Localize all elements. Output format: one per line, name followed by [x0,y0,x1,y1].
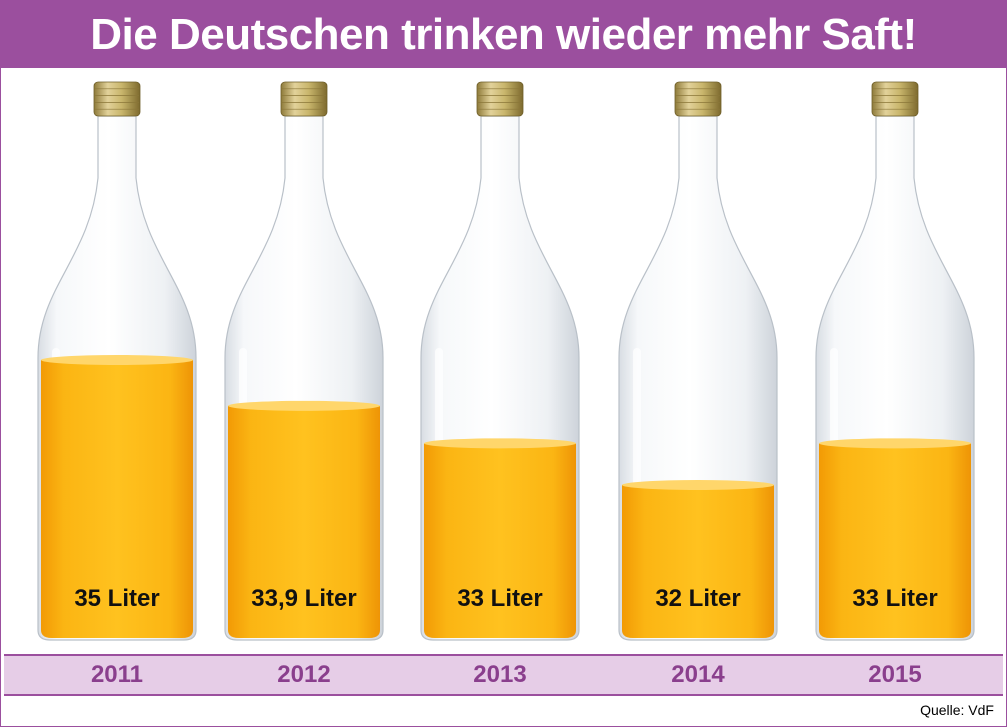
year-label-2011: 2011 [90,661,144,688]
bottle-2013: 33 Liter [420,81,580,641]
juice-surface [228,400,380,411]
chart-area: 35 Liter 33,9 Liter 33 Liter 32 Liter 33 Lit… [1,68,1006,654]
juice-surface [424,438,576,449]
bottle-cap [871,81,919,117]
bottle-2012: 33,9 Liter [224,81,384,641]
value-label-2015: 33 Liter [852,585,937,612]
juice-surface [622,480,774,490]
year-label-2015: 2015 [868,661,922,688]
chart-title: Die Deutschen trinken wieder mehr Saft! [90,9,917,59]
bottle-2014: 32 Liter [618,81,778,641]
value-label-2011: 35 Liter [74,585,159,612]
juice-bar-2014 [622,485,774,638]
juice-bar-2012 [228,405,380,638]
year-band: 2011 2012 2013 2014 2015 [4,654,1003,696]
bottle-cap [674,81,722,117]
bottle-cap [93,81,141,117]
bottle-cap [280,81,328,117]
juice-bar-2015 [819,443,971,638]
source-note: Quelle: VdF [920,702,994,718]
juice-bar-2011 [41,360,193,638]
bottle-cap [476,81,524,117]
year-label-2014: 2014 [671,661,725,688]
value-label-2013: 33 Liter [457,585,542,612]
year-label-2012: 2012 [277,661,331,688]
bottle-2011: 35 Liter [37,81,197,641]
juice-surface [41,355,193,365]
juice-bar-2013 [424,443,576,638]
year-label-2013: 2013 [473,661,527,688]
bottle-2015: 33 Liter [815,81,975,641]
title-bar: Die Deutschen trinken wieder mehr Saft! [1,1,1006,68]
juice-surface [819,438,971,449]
bottle-chart: 35 Liter 33,9 Liter 33 Liter 32 Liter 33 Lit… [37,81,975,641]
value-label-2014: 32 Liter [655,585,740,612]
value-label-2012: 33,9 Liter [251,585,356,612]
